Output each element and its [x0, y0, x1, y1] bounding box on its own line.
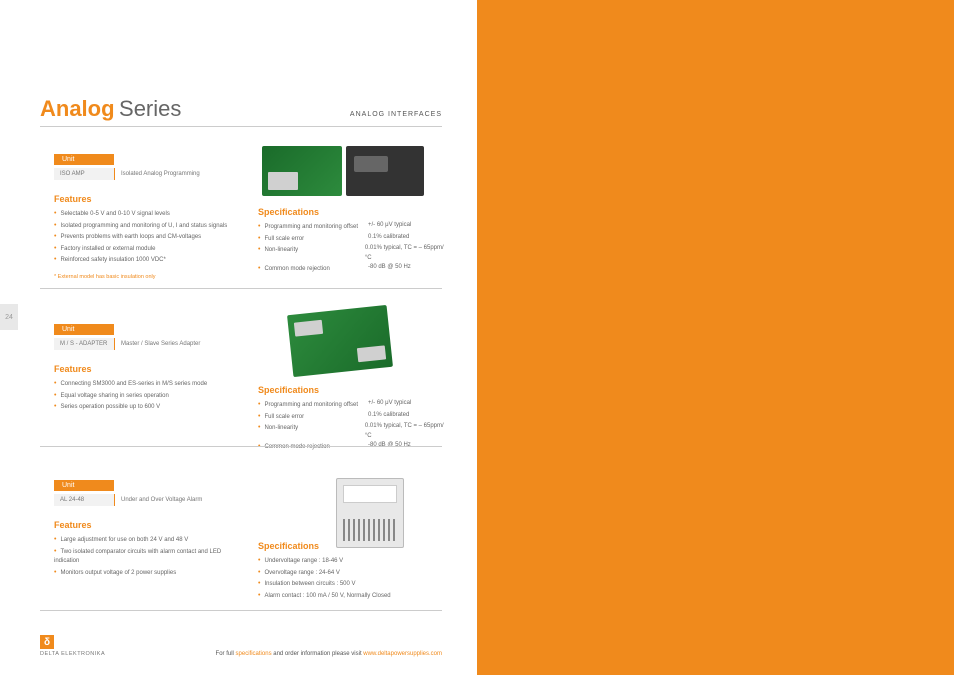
spec-value: +/- 60 μV typical: [368, 399, 411, 411]
spec-value: 0.01% typical, TC = – 65ppm/°C: [365, 244, 448, 263]
spec-label: Non-linearity: [258, 244, 365, 263]
features-heading: Features: [54, 520, 244, 530]
brand-text: DELTA ELEKTRONIKA: [40, 651, 105, 657]
spec-label: Alarm contact : 100 mA / 50 V, Normally …: [258, 590, 438, 602]
product-photo-3: [336, 478, 404, 548]
spec-label: Full scale error: [258, 411, 368, 423]
adapter-board-icon: [287, 305, 393, 377]
unit-code: ISO AMP: [54, 168, 114, 180]
product-photo-2: [290, 310, 390, 372]
feature-item: Connecting SM3000 and ES-series in M/S s…: [54, 378, 244, 390]
footer-text: For full specifications and order inform…: [216, 651, 442, 657]
feature-item: Series operation possible up to 600 V: [54, 401, 244, 413]
specs-heading: Specifications: [258, 541, 448, 551]
spec-label: Insulation between circuits : 500 V: [258, 578, 438, 590]
page-footer: δ DELTA ELEKTRONIKA For full specificati…: [40, 635, 442, 657]
features-list-3: Large adjustment for use on both 24 V an…: [54, 534, 244, 578]
features-list-2: Connecting SM3000 and ES-series in M/S s…: [54, 378, 244, 413]
footer-prefix: For full: [216, 651, 236, 657]
footer-mid: and order information please visit: [272, 651, 364, 657]
unit-code: AL 24-48: [54, 494, 114, 506]
unit-name: Under and Over Voltage Alarm: [114, 494, 244, 506]
unit-row: ISO AMP Isolated Analog Programming: [54, 168, 244, 180]
feature-item: Large adjustment for use on both 24 V an…: [54, 534, 244, 546]
section-2-left: Unit M / S - ADAPTER Master / Slave Seri…: [54, 318, 244, 413]
unit-badge: Unit: [54, 154, 114, 165]
section-2-right: Specifications Programming and monitorin…: [258, 385, 448, 453]
spec-value: +/- 60 μV typical: [368, 221, 411, 233]
features-heading: Features: [54, 194, 244, 204]
spec-value: -80 dB @ 50 Hz: [368, 263, 411, 275]
feature-item: Isolated programming and monitoring of U…: [54, 220, 244, 232]
spec-value: 0.1% calibrated: [368, 233, 409, 245]
title-bold: Analog: [40, 96, 115, 121]
features-heading: Features: [54, 364, 244, 374]
spec-label: Common mode rejection: [258, 263, 368, 275]
page-title: Analog Series: [40, 96, 181, 122]
module-box-icon: [346, 146, 424, 196]
header-rule: [40, 126, 442, 127]
title-light: Series: [119, 96, 181, 121]
feature-item: Reinforced safety insulation 1000 VDC*: [54, 254, 244, 266]
section-rule: [40, 288, 442, 289]
facing-page-orange: [477, 0, 954, 675]
specs-heading: Specifications: [258, 207, 448, 217]
specs-table-2: Programming and monitoring offset+/- 60 …: [258, 399, 448, 453]
board-icon: [262, 146, 342, 196]
spec-label: Undervoltage range : 18-46 V: [258, 555, 438, 567]
feature-item: Factory installed or external module: [54, 243, 244, 255]
spec-label: Overvoltage range : 24-64 V: [258, 567, 438, 579]
page-header: Analog Series ANALOG INTERFACES: [40, 96, 442, 122]
specs-table-1: Programming and monitoring offset+/- 60 …: [258, 221, 448, 275]
catalog-page-left: Analog Series ANALOG INTERFACES 24 Unit …: [0, 0, 477, 675]
specs-table-3: Undervoltage range : 18-46 V Overvoltage…: [258, 555, 448, 601]
product-photo-1: [262, 146, 424, 196]
footer-link-1: specifications: [236, 651, 272, 657]
spec-label: Common mode rejection: [258, 441, 368, 453]
feature-item: Selectable 0-5 V and 0-10 V signal level…: [54, 208, 244, 220]
section-rule: [40, 610, 442, 611]
features-list-1: Selectable 0-5 V and 0-10 V signal level…: [54, 208, 244, 266]
feature-item: Prevents problems with earth loops and C…: [54, 231, 244, 243]
unit-name: Isolated Analog Programming: [114, 168, 244, 180]
unit-row: M / S - ADAPTER Master / Slave Series Ad…: [54, 338, 244, 350]
unit-badge: Unit: [54, 480, 114, 491]
unit-code: M / S - ADAPTER: [54, 338, 114, 350]
specs-heading: Specifications: [258, 385, 448, 395]
unit-name: Master / Slave Series Adapter: [114, 338, 244, 350]
unit-row: AL 24-48 Under and Over Voltage Alarm: [54, 494, 244, 506]
feature-item: Monitors output voltage of 2 power suppl…: [54, 567, 244, 579]
spec-value: 0.01% typical, TC = – 65ppm/°C: [365, 422, 448, 441]
section-3-right: Specifications Undervoltage range : 18-4…: [258, 541, 448, 601]
footer-link-2: www.deltapowersupplies.com: [363, 651, 442, 657]
delta-logo-icon: δ: [40, 635, 54, 649]
spec-value: -80 dB @ 50 Hz: [368, 441, 411, 453]
feature-item: Equal voltage sharing in series operatio…: [54, 390, 244, 402]
spec-value: 0.1% calibrated: [368, 411, 409, 423]
alarm-module-icon: [336, 478, 404, 548]
section-1-left: Unit ISO AMP Isolated Analog Programming…: [54, 148, 244, 280]
section-rule: [40, 446, 442, 447]
unit-badge: Unit: [54, 324, 114, 335]
page-number-tab: 24: [0, 304, 18, 330]
section-3-left: Unit AL 24-48 Under and Over Voltage Ala…: [54, 474, 244, 578]
breadcrumb: ANALOG INTERFACES: [350, 111, 442, 118]
brand-logo: δ DELTA ELEKTRONIKA: [40, 635, 105, 657]
feature-item: Two isolated comparator circuits with al…: [54, 546, 244, 567]
spec-label: Programming and monitoring offset: [258, 399, 368, 411]
spec-label: Programming and monitoring offset: [258, 221, 368, 233]
spec-label: Full scale error: [258, 233, 368, 245]
spec-label: Non-linearity: [258, 422, 365, 441]
section-1-right: Specifications Programming and monitorin…: [258, 207, 448, 275]
footnote: * External model has basic insulation on…: [54, 274, 244, 280]
